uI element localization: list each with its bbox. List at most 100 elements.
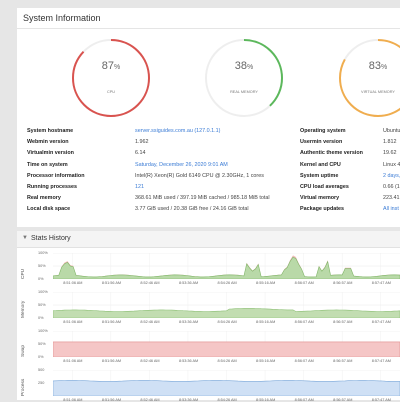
- y-axis-tick: 100%: [38, 290, 48, 294]
- gauge-label: VIRTUAL MEMORY: [361, 90, 395, 94]
- gauge-label: CPU: [106, 90, 116, 94]
- y-axis-tick: 100%: [38, 251, 48, 255]
- info-value: Linux 4: [383, 161, 400, 168]
- x-axis-tick: 8:55:16 AM: [256, 281, 276, 285]
- chart-swap[interactable]: [53, 331, 400, 357]
- x-axis-tick: 8:56:07 AM: [294, 398, 314, 402]
- x-axis-tick: 8:52:46 AM: [140, 281, 160, 285]
- stats-history-panel: ▼ Stats History CPU 100% 50% 0% 8:51:06 AM 8:…: [17, 231, 400, 402]
- panel-divider: [17, 28, 400, 29]
- gauge-percent: 87%: [101, 60, 121, 72]
- info-value: 1.812: [383, 139, 397, 146]
- x-axis-tick: 8:51:56 AM: [101, 281, 122, 285]
- info-value: 19.62: [383, 150, 397, 157]
- series-area: [53, 380, 400, 396]
- x-axis-tick: 8:57:47 AM: [371, 398, 391, 402]
- gauge-ring: [205, 39, 283, 117]
- info-value: 1.962: [135, 139, 149, 146]
- x-axis-tick: 8:51:06 AM: [63, 320, 83, 324]
- info-label: Package updates: [300, 206, 345, 213]
- info-value: 3.77 GiB used / 20.38 GiB free / 24.16 G…: [135, 206, 249, 213]
- x-axis-tick: 8:55:16 AM: [256, 320, 276, 324]
- info-label: Running processes: [27, 184, 78, 190]
- y-axis-tick: 50%: [38, 342, 46, 346]
- chart-row-label: Process: [21, 378, 26, 396]
- y-axis-tick: 0%: [38, 316, 44, 320]
- x-axis-tick: 8:57:47 AM: [371, 320, 391, 324]
- x-axis-tick: 8:55:16 AM: [256, 398, 276, 402]
- x-axis-tick: 8:51:06 AM: [63, 359, 83, 363]
- stats-history-header[interactable]: ▼ Stats History: [17, 231, 400, 248]
- info-label: System uptime: [300, 172, 339, 179]
- gauge-ring: [72, 39, 150, 117]
- x-axis-tick: 8:57:47 AM: [371, 359, 391, 363]
- info-value: 223.41: [383, 195, 400, 202]
- x-axis-tick: 8:52:46 AM: [140, 398, 160, 402]
- info-value[interactable]: Saturday, December 26, 2020 9:01 AM: [135, 161, 228, 168]
- info-label: Authentic theme version: [300, 150, 363, 157]
- x-axis-tick: 8:56:57 AM: [333, 320, 353, 324]
- gauge-percent: 38%: [234, 60, 254, 72]
- x-axis-tick: 8:53:36 AM: [178, 398, 199, 402]
- collapse-caret-icon[interactable]: ▼: [22, 235, 28, 241]
- gauge-ring: [339, 39, 400, 117]
- y-axis-tick: 250: [38, 381, 45, 385]
- x-axis-tick: 8:54:26 AM: [217, 320, 237, 324]
- x-axis-tick: 8:56:57 AM: [333, 398, 353, 402]
- x-axis-tick: 8:53:36 AM: [178, 281, 199, 285]
- info-value: 6.14: [135, 150, 146, 157]
- x-axis-tick: 8:54:26 AM: [217, 281, 237, 285]
- x-axis-tick: 8:56:07 AM: [294, 359, 314, 363]
- x-axis-tick: 8:57:47 AM: [371, 281, 391, 285]
- info-label: Virtual memory: [300, 195, 340, 202]
- gauge-label: REAL MEMORY: [230, 90, 258, 94]
- gauge-virtual-memory: 83% VIRTUAL MEMORY: [330, 30, 400, 126]
- info-label: Processor information: [27, 172, 85, 179]
- x-axis-tick: 8:55:16 AM: [256, 359, 276, 363]
- x-axis-tick: 8:53:36 AM: [178, 359, 199, 363]
- x-axis-tick: 8:52:46 AM: [140, 320, 160, 324]
- info-value: 0.66 (1: [383, 184, 400, 190]
- y-axis-tick: 500: [38, 368, 45, 372]
- info-value[interactable]: server.ssiguides.com.au (127.0.1.1): [135, 128, 221, 134]
- info-value[interactable]: 121: [135, 184, 144, 190]
- y-axis-tick: 100%: [38, 329, 48, 333]
- stats-history-title[interactable]: Stats History: [31, 235, 71, 242]
- gauge-percent: 83%: [368, 60, 388, 72]
- x-axis-tick: 8:54:26 AM: [217, 398, 237, 402]
- chart-row-label: Swap: [21, 345, 26, 357]
- y-axis-tick: 50%: [38, 303, 46, 307]
- info-label: Kernel and CPU: [300, 161, 341, 168]
- x-axis-tick: 8:54:26 AM: [217, 359, 237, 363]
- y-axis-tick: 50%: [38, 264, 46, 268]
- chart-memory[interactable]: [53, 292, 400, 318]
- series-area: [53, 341, 400, 357]
- x-axis-tick: 8:51:56 AM: [101, 320, 122, 324]
- y-axis-tick: 0%: [38, 355, 44, 359]
- y-axis-tick: 0%: [38, 277, 44, 281]
- chart-row-label: Memory: [21, 300, 26, 318]
- info-label: Virtualmin version: [27, 150, 74, 157]
- x-axis-tick: 8:56:07 AM: [294, 281, 314, 285]
- gauge-real-memory: 38% REAL MEMORY: [196, 30, 292, 126]
- x-axis-tick: 8:56:07 AM: [294, 320, 314, 324]
- info-label: Local disk space: [27, 206, 71, 213]
- series-area: [53, 308, 400, 318]
- info-label: CPU load averages: [300, 184, 349, 190]
- x-axis-tick: 8:51:56 AM: [101, 398, 122, 402]
- x-axis-tick: 8:51:06 AM: [63, 281, 83, 285]
- info-label: Operating system: [300, 128, 346, 134]
- system-information-title: System Information: [23, 13, 101, 23]
- series-area: [53, 256, 400, 279]
- x-axis-tick: 8:51:06 AM: [63, 398, 83, 402]
- chart-process[interactable]: [53, 370, 400, 396]
- info-label: Webmin version: [27, 139, 69, 146]
- info-value[interactable]: 2 days,: [383, 172, 400, 179]
- chart-cpu[interactable]: [53, 253, 400, 279]
- info-value[interactable]: All inst: [383, 206, 399, 213]
- info-label: Usermin version: [300, 139, 343, 146]
- x-axis-tick: 8:56:57 AM: [333, 359, 353, 363]
- info-value: Intel(R) Xeon(R) Gold 6149 CPU @ 2.30GHz…: [135, 172, 264, 179]
- info-label: System hostname: [27, 128, 74, 134]
- info-value: Ubuntu: [383, 128, 400, 134]
